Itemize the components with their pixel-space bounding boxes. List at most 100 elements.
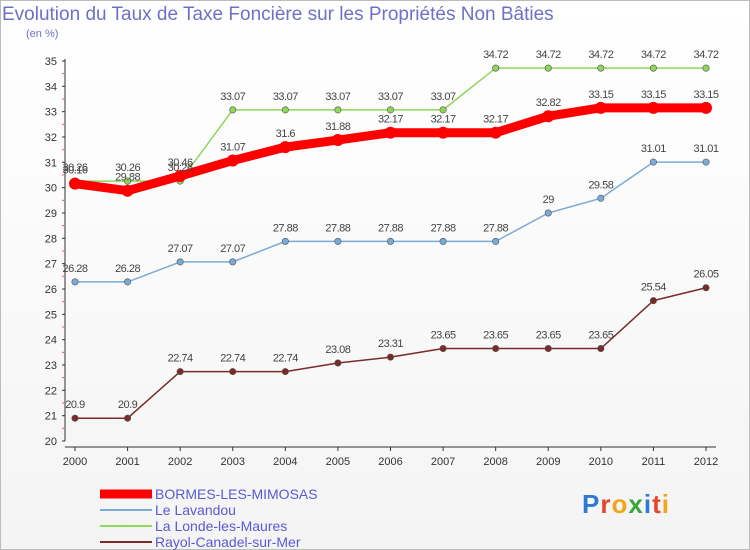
data-label: 30.26 xyxy=(115,162,140,174)
legend-label: BORMES-LES-MIMOSAS xyxy=(155,486,318,502)
y-tick-label: 35 xyxy=(45,56,57,68)
y-tick-label: 21 xyxy=(45,411,57,423)
data-label: 23.08 xyxy=(325,344,350,356)
data-point xyxy=(489,126,502,139)
data-point xyxy=(334,237,342,245)
y-tick-label: 28 xyxy=(45,233,57,245)
y-tick-label: 32 xyxy=(45,132,57,144)
data-point xyxy=(439,237,447,245)
y-tick-label: 29 xyxy=(45,208,57,220)
data-label: 34.72 xyxy=(536,49,561,61)
logo-letter: o xyxy=(611,489,629,519)
legend-label: Rayol-Canadel-sur-Mer xyxy=(155,534,301,550)
data-point xyxy=(386,106,394,114)
data-label: 29 xyxy=(543,194,555,206)
data-point xyxy=(121,184,134,197)
data-label: 33.15 xyxy=(641,89,666,101)
data-point xyxy=(700,101,712,114)
data-point xyxy=(124,278,132,286)
data-point xyxy=(226,154,239,167)
data-label: 34.72 xyxy=(483,49,508,61)
data-label: 27.88 xyxy=(325,222,350,234)
data-point xyxy=(176,368,184,376)
data-label: 27.88 xyxy=(483,222,508,234)
data-label: 30.16 xyxy=(62,165,87,177)
data-point xyxy=(702,64,710,72)
data-label: 26.28 xyxy=(62,263,87,275)
data-point xyxy=(174,170,187,183)
data-label: 22.74 xyxy=(273,353,298,365)
data-label: 20.9 xyxy=(118,399,138,411)
data-point xyxy=(281,237,289,245)
data-label: 30.46 xyxy=(168,157,193,169)
data-label: 33.07 xyxy=(325,91,350,103)
data-point xyxy=(229,106,237,114)
x-tick-label: 2006 xyxy=(378,456,402,468)
x-tick-label: 2008 xyxy=(483,456,507,468)
data-point xyxy=(71,278,79,286)
data-label: 29.58 xyxy=(588,179,613,191)
data-point xyxy=(542,110,555,123)
data-label: 27.88 xyxy=(431,222,456,234)
legend-label: Le Lavandou xyxy=(155,502,236,518)
data-point xyxy=(124,414,132,422)
data-label: 23.65 xyxy=(431,330,456,342)
data-label: 31.6 xyxy=(276,128,296,140)
data-label: 23.65 xyxy=(588,330,613,342)
data-point xyxy=(334,106,342,114)
data-point xyxy=(439,106,447,114)
data-point xyxy=(386,353,394,361)
y-tick-label: 25 xyxy=(45,309,57,321)
x-tick-label: 2001 xyxy=(115,456,139,468)
data-label: 25.54 xyxy=(641,282,666,294)
legend-label: La Londe-les-Maures xyxy=(155,518,288,534)
data-label: 27.88 xyxy=(273,222,298,234)
x-tick-label: 2005 xyxy=(326,456,350,468)
logo-letter: i xyxy=(643,489,653,519)
data-label: 33.07 xyxy=(273,91,298,103)
data-label: 23.65 xyxy=(483,330,508,342)
legend-swatch xyxy=(100,525,152,527)
y-tick-label: 27 xyxy=(45,259,57,271)
data-label: 31.88 xyxy=(325,121,350,133)
data-point xyxy=(176,258,184,266)
data-point xyxy=(281,368,289,376)
data-label: 33.07 xyxy=(431,91,456,103)
data-point xyxy=(649,64,657,72)
data-point xyxy=(71,414,79,422)
data-label: 30.26 xyxy=(168,162,193,174)
data-point xyxy=(492,64,500,72)
data-point xyxy=(437,126,450,139)
data-point xyxy=(492,237,500,245)
y-tick-label: 20 xyxy=(45,436,57,448)
x-tick-label: 2011 xyxy=(642,456,666,468)
data-point xyxy=(281,106,289,114)
logo-letter: r xyxy=(600,489,612,519)
y-tick-label: 30 xyxy=(45,183,57,195)
x-tick-label: 2000 xyxy=(63,456,87,468)
legend-swatch xyxy=(100,509,152,511)
y-tick-label: 33 xyxy=(45,107,57,119)
data-point xyxy=(649,297,657,305)
logo-letter: x xyxy=(628,489,644,519)
data-label: 27.07 xyxy=(168,243,193,255)
data-point xyxy=(544,64,552,72)
chart-title: Evolution du Taux de Taxe Foncière sur l… xyxy=(2,4,554,25)
data-label: 30.26 xyxy=(62,162,87,174)
data-label: 34.72 xyxy=(693,49,718,61)
y-tick-label: 24 xyxy=(45,335,57,347)
data-point xyxy=(331,134,344,147)
data-point xyxy=(544,345,552,353)
data-label: 31.07 xyxy=(220,142,245,154)
data-label: 33.07 xyxy=(220,91,245,103)
data-point xyxy=(124,177,132,185)
y-tick-label: 26 xyxy=(45,284,57,296)
data-point xyxy=(597,64,605,72)
data-label: 27.88 xyxy=(378,222,403,234)
data-point xyxy=(649,158,657,166)
data-label: 29.88 xyxy=(115,172,140,184)
x-tick-label: 2003 xyxy=(221,456,245,468)
x-tick-label: 2002 xyxy=(168,456,192,468)
data-point xyxy=(229,258,237,266)
